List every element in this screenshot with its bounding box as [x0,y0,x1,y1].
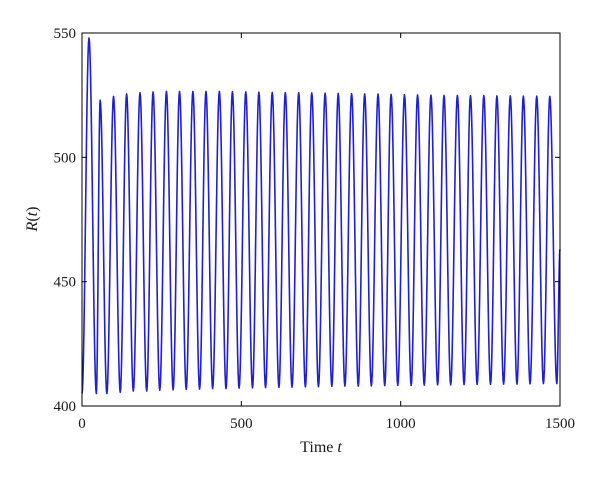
y-tick-label: 500 [54,150,77,166]
y-axis-label-arg: t [24,211,41,216]
y-tick-label: 450 [54,275,77,291]
y-axis-label-var: R [24,221,41,232]
x-axis-label-text: Time [300,439,337,456]
series-layer [81,37,561,395]
y-axis-label-open: ( [24,216,41,221]
series-line [81,37,561,395]
y-axis-ticks: 400 450 500 550 [54,26,560,415]
x-tick-label: 500 [230,416,253,432]
y-axis-label-close: ) [24,207,41,212]
x-tick-label: 0 [78,416,86,432]
x-axis-label-var: t [337,439,342,456]
x-tick-label: 1000 [386,416,416,432]
y-tick-label: 550 [54,26,77,42]
x-axis-label: Time t [300,439,342,456]
x-tick-label: 1500 [545,416,575,432]
x-axis-ticks: 0 500 1000 1500 [78,33,575,432]
y-tick-label: 400 [54,399,77,415]
plot-frame [81,32,561,407]
y-axis-label: R(t) [24,207,41,233]
